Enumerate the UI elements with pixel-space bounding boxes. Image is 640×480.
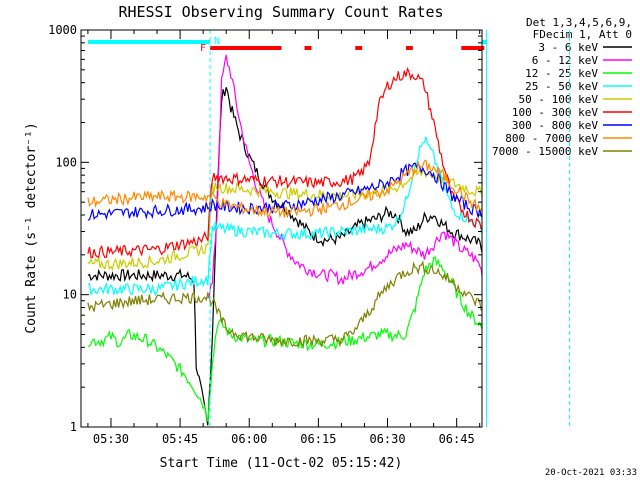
- x-tick-label: 05:45: [162, 432, 198, 446]
- y-tick-label: 10: [63, 288, 77, 302]
- legend-header-line-1: Det 1,3,4,5,6,9,: [526, 16, 632, 29]
- night-flag-label: N: [214, 36, 220, 47]
- x-tick-label: 06:00: [231, 432, 267, 446]
- chart-title: RHESSI Observing Summary Count Rates: [118, 3, 443, 21]
- x-axis-label: Start Time (11-Oct-02 05:15:42): [160, 456, 403, 471]
- series-line-8: [87, 260, 482, 349]
- series-line-2: [87, 256, 482, 422]
- series-line-1: [207, 54, 482, 299]
- legend-label-7: 800 - 7000 keV: [505, 132, 598, 145]
- plot-frame: [80, 29, 483, 428]
- legend-header-line-2: FDecim 1, Att 0: [533, 28, 632, 41]
- y-tick-label: 1: [70, 420, 77, 434]
- legend-header: Det 1,3,4,5,6,9, FDecim 1, Att 0: [526, 16, 632, 41]
- series-line-7: [87, 159, 482, 219]
- y-axis-label: Count Rate (s⁻¹ detector⁻¹): [24, 122, 39, 333]
- saa-flag-label: F: [200, 43, 206, 54]
- legend-label-6: 300 - 800 keV: [512, 119, 598, 132]
- y-tick-label: 100: [55, 155, 77, 169]
- legend-label-1: 6 - 12 keV: [532, 54, 599, 67]
- series-layer: [87, 54, 482, 426]
- flag-layer: FN: [87, 30, 571, 427]
- legend-label-4: 50 - 100 keV: [519, 93, 599, 106]
- x-tick-label: 06:30: [369, 432, 405, 446]
- legend-label-3: 25 - 50 keV: [525, 80, 598, 93]
- x-tick-label: 06:15: [300, 432, 336, 446]
- date-stamp: 20-Oct-2021 03:33: [545, 468, 637, 478]
- series-line-4: [87, 168, 482, 271]
- legend-label-5: 100 - 300 keV: [512, 106, 598, 119]
- legend-label-0: 3 - 6 keV: [538, 41, 598, 54]
- axis-ticks: 1 10 100 1000 05:30 05:45 06:00 06:15 06:30 06:45: [48, 23, 482, 446]
- x-tick-label: 05:30: [93, 432, 129, 446]
- y-tick-label: 1000: [48, 23, 77, 37]
- legend-label-8: 7000 - 15000 keV: [492, 145, 598, 158]
- series-line-5: [87, 66, 482, 259]
- x-tick-label: 06:45: [439, 432, 475, 446]
- legend-label-2: 12 - 25 keV: [525, 67, 598, 80]
